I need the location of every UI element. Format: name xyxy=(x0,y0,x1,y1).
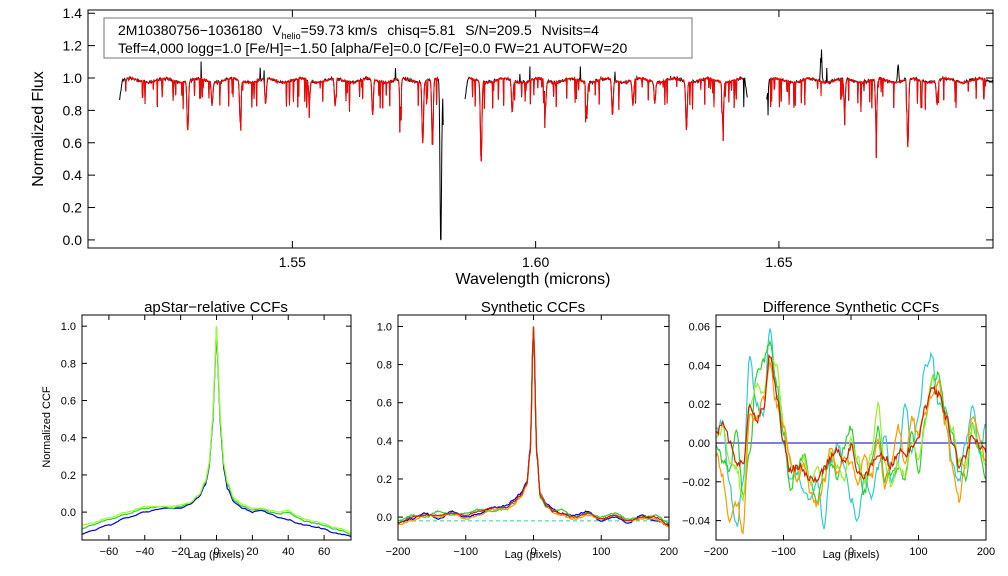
x-tick-label: 0 xyxy=(530,546,536,558)
y-tick-label: 0.0 xyxy=(61,507,76,519)
y-tick-label: 1.4 xyxy=(63,5,83,21)
x-tick-label: 1.65 xyxy=(765,254,792,270)
y-tick-label: 0.4 xyxy=(61,433,76,445)
y-tick-label: 0.8 xyxy=(63,102,83,118)
apstar-ccf-y-axis-label: Normalized CCF xyxy=(41,386,53,468)
x-tick-label: −100 xyxy=(453,546,478,558)
x-tick-label: 200 xyxy=(660,546,678,558)
y-tick-label: 0.4 xyxy=(377,436,392,448)
spectrum-x-axis-label: Wavelength (microns) xyxy=(455,271,610,288)
x-tick-label: −200 xyxy=(704,546,729,558)
spectrum-annotation-line2: Teff=4,000 logg=1.0 [Fe/H]=−1.50 [alpha/… xyxy=(118,40,627,56)
x-tick-label: −200 xyxy=(386,546,411,558)
y-tick-label: 0.06 xyxy=(689,322,710,334)
model-spectrum-line xyxy=(124,75,439,145)
apstar-ccf-plot-area xyxy=(82,325,351,538)
v-helio-value: =59.73 km/s xyxy=(301,22,378,38)
y-tick-label: 1.2 xyxy=(63,38,83,54)
x-tick-label: −40 xyxy=(135,546,154,558)
y-tick-label: 0.4 xyxy=(63,167,83,183)
synthetic-ccf-plot-area xyxy=(398,326,669,528)
synthetic-ccf-axes: −200 −100 0 100 200 0.0 0.2 0.4 0.6 0.8 1.0 xyxy=(377,315,678,558)
spectrum-axes: 1.55 1.60 1.65 0.0 0.2 0.4 0.6 0.8 1.0 1.2 1.4 xyxy=(63,5,993,270)
y-tick-label: 0.2 xyxy=(63,200,83,216)
snr-value: S/N=209.5 xyxy=(465,22,532,38)
y-tick-label: −0.04 xyxy=(682,516,710,528)
y-tick-label: 0.0 xyxy=(63,232,83,248)
spectrum-annotation-box xyxy=(103,17,693,59)
x-tick-label: −60 xyxy=(100,546,119,558)
apstar-ccf-x-axis-label: Lag (pixels) xyxy=(188,549,245,561)
ccf-series-visit-3 xyxy=(716,358,986,503)
x-tick-label: 200 xyxy=(977,546,995,558)
synthetic-ccf-title: Synthetic CCFs xyxy=(481,299,585,316)
nvisits-value: Nvisits=4 xyxy=(542,22,599,38)
y-tick-label: 0.2 xyxy=(377,474,392,486)
ccf-series-visit-2 xyxy=(716,339,986,505)
y-tick-label: 1.0 xyxy=(377,321,392,333)
synthetic-ccf-x-axis-label: Lag (pixels) xyxy=(505,549,562,561)
x-tick-label: 0 xyxy=(848,546,854,558)
v-helio-symbol: V xyxy=(272,22,282,38)
y-tick-label: 1.0 xyxy=(61,321,76,333)
y-tick-label: 0.6 xyxy=(63,135,83,151)
difference-ccf-title: Difference Synthetic CCFs xyxy=(763,299,939,316)
spectrum-panel: 1.55 1.60 1.65 0.0 0.2 0.4 0.6 0.8 1.0 1.2 1.4 2M1… xyxy=(30,5,994,288)
x-tick-label: 0 xyxy=(213,546,219,558)
apstar-ccf-title: apStar−relative CCFs xyxy=(144,299,288,316)
spectrum-axes-frame xyxy=(87,9,994,249)
y-tick-label: 0.8 xyxy=(377,360,392,372)
ccf-series-visit-5 xyxy=(716,353,986,484)
x-tick-label: 1.60 xyxy=(522,254,549,270)
difference-ccf-axes: −200 −100 0 100 200 −0.04 −0.02 0.00 0.02 0.04 0.0… xyxy=(682,315,995,558)
apstar-ccf-panel: apStar−relative CCFs −60 −40 −20 0 20 40 60 0.0… xyxy=(41,299,352,561)
x-tick-label: 100 xyxy=(909,546,927,558)
ccf-series-visit-4 xyxy=(398,326,669,526)
v-helio-subscript: helio xyxy=(282,31,301,41)
object-name: 2M10380756−1036180 xyxy=(118,22,263,38)
y-tick-label: 0.2 xyxy=(61,470,76,482)
spectrum-plot-area xyxy=(119,49,993,241)
x-tick-label: 20 xyxy=(246,546,258,558)
y-tick-label: 0.6 xyxy=(61,396,76,408)
x-tick-label: −100 xyxy=(771,546,796,558)
ccf-series-visit-3 xyxy=(82,325,351,534)
spectrum-annotation-line1: 2M10380756−1036180 Vhelio=59.73 km/s chi… xyxy=(118,22,599,41)
difference-ccf-x-axis-label: Lag (pixels) xyxy=(823,549,880,561)
chisq-value: chisq=5.81 xyxy=(387,22,455,38)
y-tick-label: −0.02 xyxy=(682,477,710,489)
difference-ccf-plot-area xyxy=(716,328,986,535)
y-tick-label: 0.02 xyxy=(689,399,710,411)
y-tick-label: 0.00 xyxy=(689,438,710,450)
y-tick-label: 1.0 xyxy=(63,70,83,86)
y-tick-label: 0.04 xyxy=(689,360,710,372)
x-tick-label: −20 xyxy=(171,546,190,558)
difference-ccf-panel: Difference Synthetic CCFs −200 −100 0 100 20… xyxy=(682,299,995,561)
x-tick-label: 60 xyxy=(318,546,330,558)
apstar-ccf-axes: −60 −40 −20 0 20 40 60 0.0 0.2 0.4 0.6 0.8 1.0 xyxy=(61,315,351,558)
y-tick-label: 0.6 xyxy=(377,398,392,410)
model-spectrum-line xyxy=(469,75,744,162)
y-tick-label: 0.0 xyxy=(377,512,392,524)
synthetic-ccf-panel: Synthetic CCFs −200 −100 0 100 200 0.0 0.2 0.4 0… xyxy=(377,299,678,561)
x-tick-label: 1.55 xyxy=(279,254,306,270)
spectrum-y-axis-label: Normalized Flux xyxy=(30,71,47,187)
x-tick-label: 100 xyxy=(592,546,610,558)
y-tick-label: 0.8 xyxy=(61,358,76,370)
x-tick-label: 40 xyxy=(282,546,294,558)
model-spectrum-line xyxy=(769,76,987,158)
